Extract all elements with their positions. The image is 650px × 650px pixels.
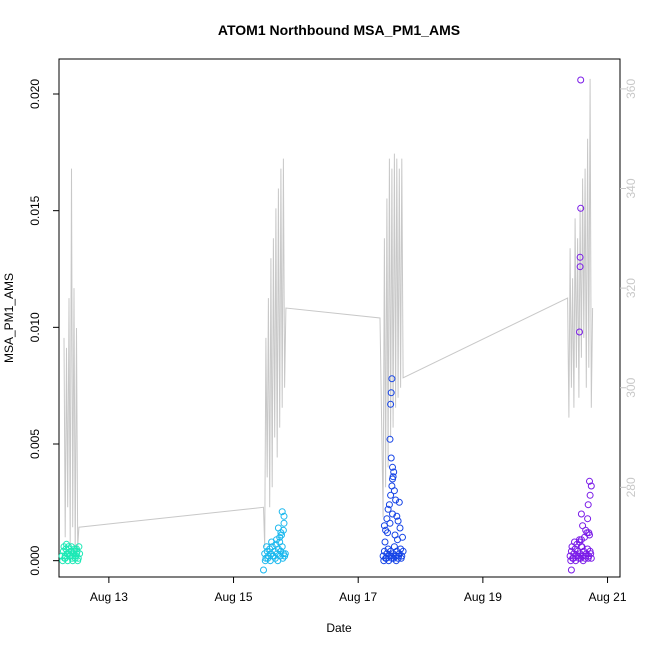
x-axis: Aug 13 Aug 15 Aug 17 Aug 19 Aug 21 xyxy=(90,577,627,604)
x-axis-label: Date xyxy=(326,621,352,635)
data-point xyxy=(384,505,392,513)
x-tick-label: Aug 13 xyxy=(90,590,128,604)
data-point xyxy=(380,522,388,530)
data-point xyxy=(274,524,282,532)
series-line-secondary-axis-line xyxy=(63,78,594,558)
data-point xyxy=(576,263,584,271)
data-point xyxy=(263,543,271,551)
data-point xyxy=(577,204,585,212)
series-points-aug12 xyxy=(58,540,84,565)
data-point xyxy=(390,487,398,495)
y2-tick-label: 360 xyxy=(624,79,638,99)
y-tick-label: 0.020 xyxy=(28,79,42,109)
points-layer xyxy=(58,76,595,574)
secondary-line-layer xyxy=(63,78,594,558)
data-point xyxy=(260,566,267,574)
data-point xyxy=(281,550,289,558)
data-point xyxy=(76,550,84,558)
series-points-aug15 xyxy=(260,508,289,574)
data-point xyxy=(61,552,69,560)
x-tick-label: Aug 21 xyxy=(589,590,627,604)
data-point xyxy=(276,533,284,541)
data-point xyxy=(65,550,73,558)
data-point xyxy=(381,538,389,546)
data-point xyxy=(586,491,594,499)
x-tick-label: Aug 15 xyxy=(215,590,253,604)
chart-title: ATOM1 Northbound MSA_PM1_AMS xyxy=(218,22,460,38)
data-point xyxy=(393,512,401,520)
data-point xyxy=(387,491,395,499)
data-point xyxy=(280,519,288,527)
y-tick-label: 0.000 xyxy=(28,545,42,575)
y-tick-label: 0.010 xyxy=(28,312,42,342)
y2-axis: 280 300 320 340 360 xyxy=(620,79,638,497)
y-tick-label: 0.005 xyxy=(28,429,42,459)
series-points-aug17 xyxy=(379,375,407,565)
data-point xyxy=(387,454,395,462)
data-point xyxy=(577,76,585,84)
data-point xyxy=(386,435,394,443)
data-point xyxy=(392,496,400,504)
data-point xyxy=(577,536,585,544)
data-point xyxy=(73,545,80,553)
data-point xyxy=(280,512,288,520)
data-point xyxy=(576,328,583,336)
y2-tick-label: 300 xyxy=(624,377,638,397)
data-point xyxy=(385,501,393,509)
data-point xyxy=(576,253,584,261)
data-point xyxy=(585,529,593,537)
data-point xyxy=(395,498,403,506)
plot-frame xyxy=(58,58,621,578)
data-point xyxy=(383,515,391,523)
data-point xyxy=(576,538,583,546)
data-point xyxy=(587,482,595,490)
data-point xyxy=(394,517,402,525)
y2-tick-label: 340 xyxy=(624,178,638,198)
data-point xyxy=(399,533,406,541)
data-point xyxy=(397,554,405,562)
data-point xyxy=(390,468,398,476)
y-axis-label: MSA_PM1_AMS xyxy=(2,273,16,363)
data-point xyxy=(587,550,595,558)
x-tick-label: Aug 17 xyxy=(339,590,377,604)
y2-tick-label: 280 xyxy=(624,477,638,497)
data-point xyxy=(577,510,585,518)
data-point xyxy=(387,389,395,397)
x-tick-label: Aug 19 xyxy=(464,590,502,604)
data-point xyxy=(278,508,286,516)
y-axis: 0.000 0.005 0.010 0.015 0.020 xyxy=(28,79,59,576)
data-point xyxy=(567,566,575,574)
data-point xyxy=(69,552,77,560)
data-point xyxy=(74,557,82,565)
data-point xyxy=(387,400,395,408)
data-point xyxy=(278,543,286,551)
data-point xyxy=(73,550,80,558)
data-point xyxy=(586,477,593,485)
data-point xyxy=(75,543,83,551)
y-tick-label: 0.015 xyxy=(28,195,42,225)
data-point xyxy=(389,463,396,471)
data-point xyxy=(399,547,407,555)
data-point xyxy=(388,375,396,383)
y2-tick-label: 320 xyxy=(624,278,638,298)
data-point xyxy=(396,524,404,532)
data-point xyxy=(584,501,592,509)
data-point xyxy=(382,526,390,534)
data-point xyxy=(584,515,592,523)
data-point xyxy=(389,475,396,483)
series-points-aug20 xyxy=(566,76,595,574)
